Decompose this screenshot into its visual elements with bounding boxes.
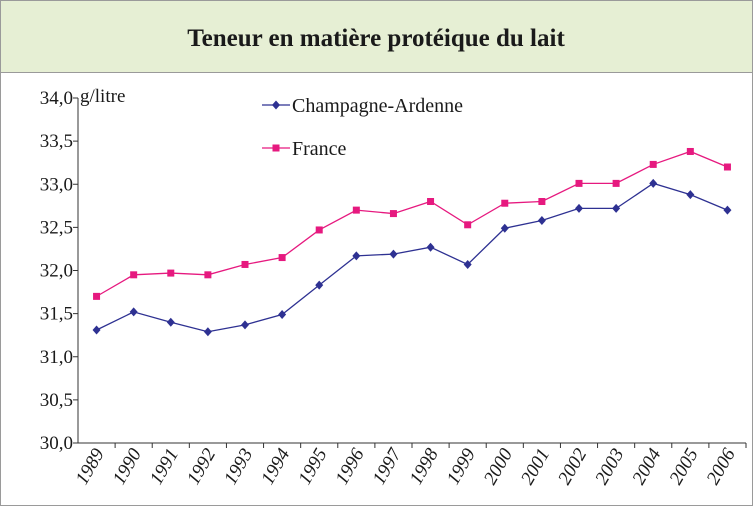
point	[575, 203, 583, 213]
point	[723, 205, 732, 215]
point	[166, 317, 175, 327]
point	[649, 178, 658, 188]
series-line	[96, 150, 728, 297]
point	[464, 221, 472, 229]
point	[352, 251, 361, 261]
legend-marker	[272, 100, 280, 110]
point	[278, 309, 287, 319]
legend-label: Champagne-Ardenne	[292, 95, 463, 117]
point	[612, 179, 620, 187]
y-tick-label: 30,5	[40, 390, 73, 411]
point	[686, 147, 694, 155]
point	[538, 198, 546, 205]
point	[612, 203, 621, 213]
y-tick-label: 30,0	[40, 433, 73, 454]
legend-marker	[272, 144, 280, 152]
chart-title: Teneur en matière protéique du lait	[187, 25, 565, 52]
y-tick-label: 32,5	[40, 217, 73, 238]
point	[500, 223, 509, 233]
point	[92, 325, 101, 335]
y-axis-label: g/litre	[80, 86, 125, 107]
point	[204, 271, 212, 279]
y-tick-label: 33,0	[40, 174, 73, 195]
point	[649, 160, 657, 168]
point	[278, 254, 286, 262]
point	[315, 280, 324, 290]
point	[686, 190, 695, 200]
point	[426, 242, 435, 252]
point	[575, 179, 583, 187]
point	[389, 210, 397, 218]
y-tick-label: 34,0	[40, 88, 73, 109]
point	[352, 206, 360, 214]
point	[315, 226, 323, 234]
point	[389, 249, 398, 259]
point	[203, 327, 212, 337]
series-line	[96, 182, 728, 333]
point	[463, 259, 472, 269]
title-band	[0, 0, 753, 73]
point	[723, 163, 731, 171]
point	[427, 198, 435, 205]
point	[130, 271, 138, 279]
point	[241, 320, 249, 330]
point	[129, 307, 138, 317]
point	[501, 199, 509, 207]
point	[93, 292, 101, 300]
y-tick-label: 31,5	[40, 304, 73, 325]
point	[241, 260, 249, 268]
y-tick-label: 31,0	[40, 347, 73, 368]
legend-label: France	[292, 138, 347, 160]
y-tick-label: 32,0	[40, 261, 73, 282]
point	[167, 269, 175, 277]
point	[537, 215, 546, 225]
y-tick-label: 33,5	[40, 131, 73, 152]
